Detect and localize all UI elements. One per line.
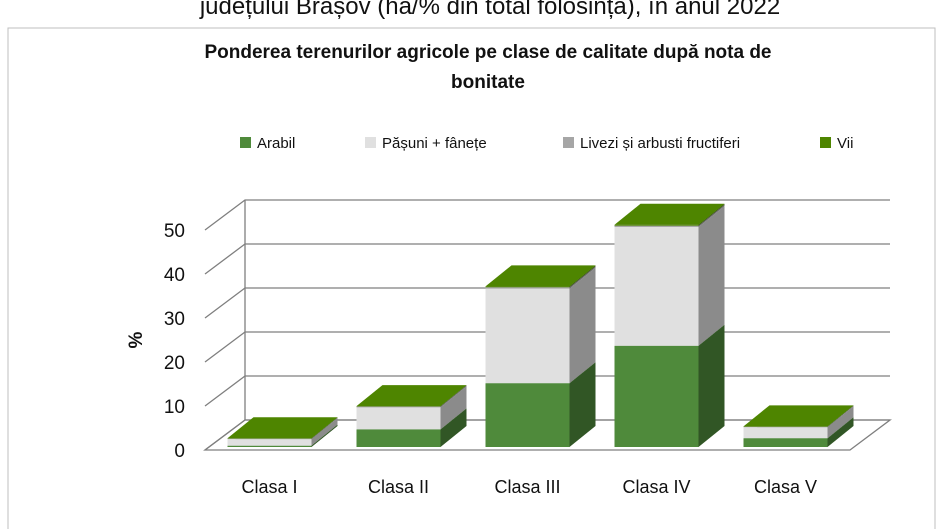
bar-side [311,424,338,447]
y-axis-label: % [126,331,147,348]
bar-segment [614,203,725,226]
bar-front [356,406,441,408]
bar-side [569,266,596,289]
bar-front [485,287,570,289]
legend-label: Pășuni + fânețe [382,135,487,152]
bar-front [227,439,312,446]
bar-front [743,427,828,439]
legend-swatch [820,137,831,148]
bar-segment [227,417,338,439]
bar-segment [485,265,596,288]
chart-frame [7,27,936,529]
legend-label: Arabil [257,135,295,152]
bar-front [614,227,699,346]
x-tick-label: Clasa V [754,477,817,497]
bar-side [311,417,338,440]
bar-front [485,383,570,447]
bar-side [569,362,596,447]
bar-side [440,385,467,407]
bar-side [311,418,338,446]
bar-top [227,417,338,439]
legend-swatch [240,137,251,148]
bar-side [827,405,854,427]
bar-side [440,408,467,447]
bar-top [614,203,725,225]
legend-swatch [563,137,574,148]
bar-front [485,286,570,288]
chart-title-wrap: bonitate [451,72,525,93]
bar-front [614,224,699,226]
x-tick-label: Clasa I [241,477,297,497]
x-tick-label: Clasa III [494,477,560,497]
bar-side [311,417,338,439]
bar-side [440,386,467,430]
bar-side [698,204,725,227]
bar-top [743,405,854,427]
y-tick-label: 10 [164,397,185,418]
bar-side [698,206,725,346]
bar-front [227,445,312,447]
page-heading: județului Brașov (ha/% din total folosin… [199,0,780,20]
y-tick-label: 30 [164,309,185,330]
legend-label: Vii [837,135,853,152]
bar-front [356,407,441,430]
bar-front [743,438,828,447]
bar-side [827,417,854,447]
y-tick-label: 0 [174,441,185,462]
bar-top [356,385,467,407]
x-tick-label: Clasa II [368,477,429,497]
legend-label: Livezi și arbusti fructiferi [580,135,740,152]
bar-side [440,385,467,408]
bar-front [356,429,441,447]
bar-front [485,288,570,384]
grid-line [204,199,890,231]
bar-top [485,265,596,287]
bar-side [569,267,596,384]
legend-swatch [365,137,376,148]
bar-segment [356,385,467,407]
bar-side [698,324,725,447]
y-tick-label: 20 [164,353,185,374]
bar-front [614,225,699,227]
bar-segment [743,405,854,427]
y-tick-label: 50 [164,221,185,242]
bar-side [569,265,596,288]
x-tick-label: Clasa IV [622,477,690,497]
bar-side [827,405,854,428]
bar-front [614,345,699,447]
bar-side [827,406,854,439]
chart-title: Ponderea terenurilor agricole pe clase d… [204,42,771,63]
y-tick-label: 40 [164,265,185,286]
bar-side [698,203,725,226]
